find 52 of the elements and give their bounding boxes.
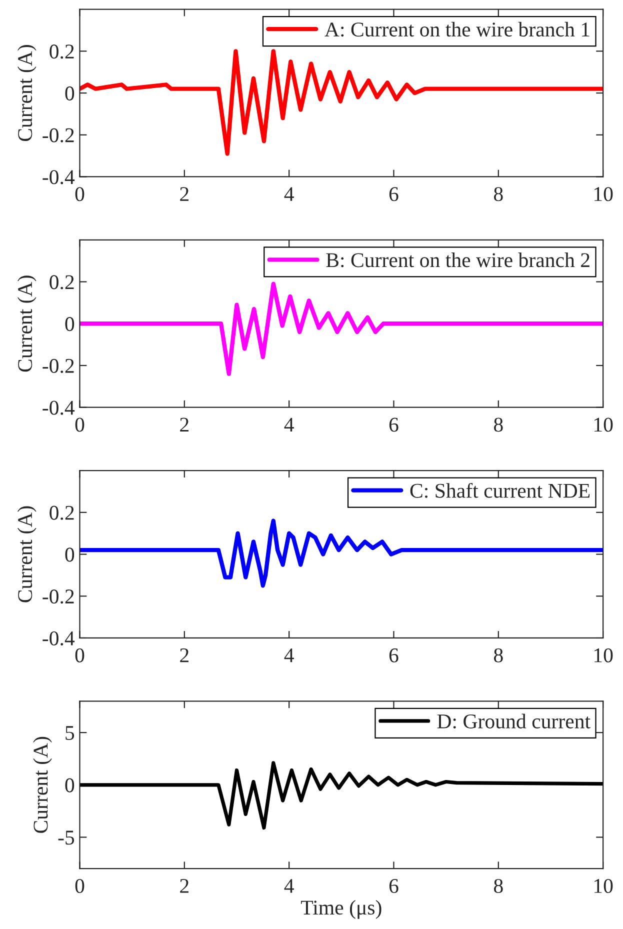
x-tick-label: 0 <box>75 878 84 893</box>
y-tick-label: 5 <box>66 726 74 740</box>
x-tick-label: 6 <box>389 648 398 662</box>
x-tick-label: 2 <box>180 418 188 432</box>
y-axis-title: Current (A) <box>33 736 52 833</box>
y-tick-label: 0 <box>65 548 74 562</box>
x-tick-label: 8 <box>494 648 503 662</box>
legend-label: A: Current on the wire branch 1 <box>324 22 590 37</box>
x-tick-label: 4 <box>284 418 294 432</box>
y-tick-label: 0.2 <box>50 506 74 520</box>
legend-label: C: Shaft current NDE <box>410 482 590 498</box>
line-series <box>80 761 604 830</box>
x-tick-label: 0 <box>75 187 84 202</box>
x-tick-label: 2 <box>180 648 188 662</box>
x-axis-title: Time (μs) <box>300 900 382 919</box>
y-tick-label: 0.2 <box>50 275 74 290</box>
y-axis-title: Current (A) <box>17 506 36 602</box>
y-tick-label: 0.2 <box>50 44 74 59</box>
y-tick-label: -5 <box>58 830 74 845</box>
y-tick-label: -0.2 <box>42 358 74 374</box>
x-tick-label: 4 <box>284 879 294 893</box>
legend-label: B: Current on the wire branch 2 <box>326 252 590 268</box>
x-tick-label: 10 <box>594 418 613 432</box>
x-tick-label: 6 <box>389 187 398 202</box>
y-tick-label: -0.2 <box>42 590 74 604</box>
x-tick-label: 10 <box>594 878 613 893</box>
line-series <box>80 282 604 376</box>
x-tick-label: 6 <box>389 879 398 893</box>
y-tick-label: -0.2 <box>42 128 74 142</box>
y-tick-label: -0.4 <box>42 631 75 646</box>
x-tick-label: 4 <box>284 187 294 201</box>
x-tick-label: 10 <box>594 648 613 662</box>
x-tick-label: 0 <box>75 418 84 432</box>
x-tick-label: 4 <box>284 648 294 662</box>
x-tick-label: 2 <box>180 187 188 201</box>
y-tick-label: 0 <box>65 317 74 332</box>
line-series <box>80 49 604 156</box>
x-tick-label: 6 <box>389 418 398 432</box>
x-tick-label: 2 <box>180 879 188 893</box>
x-tick-label: 8 <box>494 418 503 432</box>
y-tick-label: 0 <box>65 778 74 792</box>
x-tick-label: 10 <box>594 187 613 202</box>
x-tick-label: 8 <box>494 878 503 893</box>
line-series <box>80 518 604 588</box>
x-tick-label: 0 <box>75 648 84 662</box>
legend-label: D: Ground current <box>437 714 590 729</box>
x-tick-label: 8 <box>494 187 503 202</box>
y-axis-title: Current (A) <box>17 45 36 142</box>
y-tick-label: 0 <box>65 86 74 100</box>
y-tick-label: -0.4 <box>42 400 75 415</box>
y-axis-title: Current (A) <box>17 276 36 372</box>
y-tick-label: -0.4 <box>42 170 75 184</box>
